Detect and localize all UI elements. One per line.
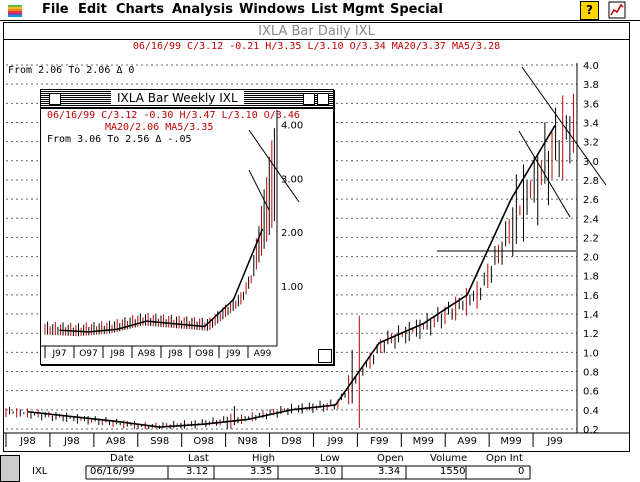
- weekly-ma20-line: [59, 228, 264, 333]
- daily-y-tick-label: 1.4: [583, 310, 599, 321]
- daily-y-tick-label: 2.6: [583, 195, 599, 206]
- weekly-price-chart[interactable]: 4.00 3.00 2.00 1.00 J97 O97 J98 A98 J98 O98 J99 A9…: [41, 90, 333, 364]
- value-low: 3.10: [314, 466, 337, 477]
- status-grid: [85, 465, 531, 480]
- menu-analysis[interactable]: Analysis: [172, 2, 233, 17]
- weekly-x-tick-label: O97: [79, 349, 98, 359]
- daily-x-tick-label: A99: [457, 436, 477, 447]
- daily-x-tick-label: J99: [546, 436, 563, 447]
- zoom-box-icon[interactable]: [303, 93, 315, 105]
- apple-menu-icon[interactable]: [8, 2, 22, 18]
- weekly-info-line-2: MA20/2.06 MA5/3.35: [105, 122, 214, 133]
- daily-x-tick-label: O98: [193, 436, 214, 447]
- daily-y-tick-label: 1.2: [583, 329, 599, 340]
- weekly-x-tick-label: J99: [225, 349, 240, 359]
- header-date: Date: [110, 453, 134, 464]
- daily-y-tick-label: 2.8: [583, 176, 599, 187]
- daily-y-tick-label: 2.2: [583, 233, 599, 244]
- daily-x-tick-label: J98: [63, 436, 80, 447]
- menu-edit[interactable]: Edit: [78, 2, 107, 17]
- header-open-interest: Opn Int: [486, 453, 523, 464]
- weekly-y-tick-label: 4.00: [281, 120, 303, 131]
- value-volume: 1550: [440, 466, 466, 477]
- daily-y-tick-label: 1.0: [583, 348, 599, 359]
- weekly-x-tick-label: J97: [51, 349, 66, 359]
- weekly-title-bar[interactable]: IXLA Bar Weekly IXL: [41, 90, 333, 109]
- daily-trendline-upper: [521, 66, 607, 186]
- weekly-trendline-lower: [248, 169, 270, 211]
- weekly-window-title: IXLA Bar Weekly IXL: [111, 91, 244, 105]
- weekly-x-tick-label: J98: [167, 349, 182, 359]
- daily-x-tick-label: A98: [106, 436, 126, 447]
- daily-title-bar[interactable]: IXLA Bar Daily IXL: [4, 23, 629, 40]
- header-volume: Volume: [430, 453, 468, 464]
- daily-x-tick-label: F99: [370, 436, 388, 447]
- value-open-interest: 0: [518, 466, 525, 477]
- daily-x-tick-label: M99: [413, 436, 434, 447]
- header-open: Open: [377, 453, 404, 464]
- daily-x-tick-label: J99: [327, 436, 344, 447]
- weekly-x-tick-label: J98: [109, 349, 124, 359]
- weekly-y-tick-label: 3.00: [281, 174, 303, 185]
- daily-y-tick-label: 1.6: [583, 291, 599, 302]
- weekly-range-readout: From 3.06 To 2.56 Δ -.05: [47, 134, 192, 145]
- daily-x-tick-label: N98: [237, 436, 257, 447]
- daily-y-tick-label: 2.4: [583, 214, 599, 225]
- daily-info-line: 06/16/99 C/3.12 -0.21 H/3.35 L/3.10 O/3.…: [132, 41, 501, 52]
- daily-y-tick-label: 1.8: [583, 272, 599, 283]
- weekly-x-tick-label: O98: [195, 349, 214, 359]
- weekly-x-tick-label: A99: [254, 349, 272, 359]
- menu-windows[interactable]: Windows: [239, 2, 306, 17]
- weekly-y-tick-label: 1.00: [281, 282, 303, 293]
- header-high: High: [252, 453, 275, 464]
- value-open: 3.34: [378, 466, 401, 477]
- status-symbol[interactable]: IXL: [32, 466, 48, 477]
- daily-y-tick-label: 0.8: [583, 368, 599, 379]
- daily-chart-window: IXLA Bar Daily IXL 06/16/99 C/3.12 -0.21…: [3, 22, 630, 452]
- application-icon[interactable]: [608, 1, 626, 19]
- weekly-x-tick-label: A98: [138, 349, 156, 359]
- menu-special[interactable]: Special: [390, 2, 443, 17]
- daily-y-tick-label: 0.4: [583, 406, 599, 417]
- daily-y-tick-label: 0.2: [583, 425, 599, 436]
- collapse-box-icon[interactable]: [317, 93, 329, 105]
- daily-y-tick-label: 0.6: [583, 387, 599, 398]
- menu-file[interactable]: File: [42, 2, 69, 17]
- menu-charts[interactable]: Charts: [116, 2, 164, 17]
- weekly-info-line: 06/16/99 C/3.12 -0.30 H/3.47 L/3.10 O/3.…: [47, 110, 300, 121]
- weekly-y-tick-label: 2.00: [281, 228, 303, 239]
- weekly-trendline-upper: [248, 129, 300, 203]
- daily-y-tick-label: 3.2: [583, 138, 599, 149]
- daily-y-tick-label: 3.6: [583, 99, 599, 110]
- daily-trendline-lower: [518, 130, 571, 218]
- daily-ma20-line: [27, 124, 556, 428]
- daily-x-tick-label: M99: [500, 436, 521, 447]
- header-last: Last: [188, 453, 209, 464]
- value-date: 06/16/99: [90, 466, 135, 477]
- weekly-chart-window: IXLA Bar Weekly IXL 06/16/99 C/3.12 -0.3…: [40, 89, 334, 365]
- daily-x-tick-label: J98: [19, 436, 36, 447]
- header-low: Low: [320, 453, 340, 464]
- menu-bar: File Edit Charts Analysis Windows List M…: [0, 0, 640, 21]
- daily-range-readout: From 2.06 To 2.06 Δ 0: [8, 65, 135, 76]
- daily-x-tick-label: D98: [281, 436, 301, 447]
- daily-y-tick-label: 3.8: [583, 80, 599, 91]
- value-last: 3.12: [186, 466, 209, 477]
- help-icon[interactable]: ?: [580, 1, 599, 20]
- daily-y-tick-label: 3.0: [583, 157, 599, 168]
- daily-y-tick-label: 4.0: [583, 61, 599, 72]
- daily-window-title: IXLA Bar Daily IXL: [258, 24, 375, 39]
- daily-y-tick-label: 3.4: [583, 118, 599, 129]
- daily-y-tick-label: 2.0: [583, 253, 599, 264]
- resize-box-icon[interactable]: [318, 349, 332, 363]
- close-box-icon[interactable]: [49, 93, 61, 105]
- value-high: 3.35: [250, 466, 273, 477]
- menu-list-mgmt[interactable]: List Mgmt: [311, 2, 385, 17]
- quote-status-bar: Date Last High Low Open Volume Opn Int I…: [0, 452, 640, 482]
- daily-x-tick-label: S98: [150, 436, 169, 447]
